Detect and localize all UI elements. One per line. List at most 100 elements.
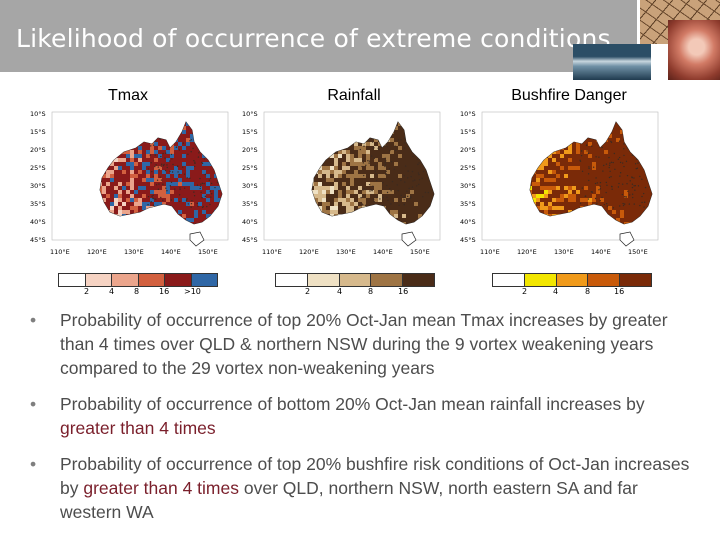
latitude-label: 20°S xyxy=(460,146,476,154)
bullet-bushfire: • Probability of occurrence of top 20% b… xyxy=(30,452,700,524)
latitude-label: 30°S xyxy=(242,182,258,190)
colorbar-swatch xyxy=(85,274,112,286)
longitude-label: 150°E xyxy=(410,248,430,256)
panel-label-tmax: Tmax xyxy=(108,87,148,104)
rainfall-cb-label: 16 xyxy=(398,287,409,296)
rainfall-map: 10°S 15°S 20°S 25°S 30°S 35°S 40°S 45°S 110°E 120… xyxy=(240,108,450,258)
bullet-text: over QLD, northern NSW, north eastern SA… xyxy=(60,478,638,522)
latitude-label: 35°S xyxy=(460,200,476,208)
latitude-label: 10°S xyxy=(30,110,46,118)
colorbar-swatch xyxy=(588,274,621,286)
bushfire-colorbar xyxy=(492,273,652,287)
rainfall-cb-label: 4 xyxy=(337,287,343,296)
colorbar-swatch xyxy=(339,274,372,286)
latitude-label: 20°S xyxy=(30,146,46,154)
bullet-text: Probability of occurrence of top 20% Oct… xyxy=(60,310,668,378)
colorbar-swatch xyxy=(112,274,139,286)
map-svg: 10°S 15°S 20°S 25°S 30°S 35°S 40°S 45°S 110°E 120… xyxy=(460,110,659,256)
latitude-label: 40°S xyxy=(30,218,46,226)
latitude-label: 25°S xyxy=(242,164,258,172)
bullet-tmax: • Probability of occurrence of top 20% O… xyxy=(30,308,700,380)
latitude-label: 45°S xyxy=(460,236,476,244)
bullet-highlight: greater than 4 times xyxy=(60,418,216,438)
colorbar-swatch xyxy=(524,274,557,286)
bushfire-cb-label: 2 xyxy=(522,287,528,296)
latitude-label: 30°S xyxy=(460,182,476,190)
colorbar-swatch xyxy=(371,274,404,286)
tmax-colorbar xyxy=(58,273,218,287)
latitude-label: 35°S xyxy=(242,200,258,208)
panel-label-rainfall: Rainfall xyxy=(327,87,381,104)
colorbar-swatch xyxy=(403,274,434,286)
longitude-label: 150°E xyxy=(198,248,218,256)
map-svg: 10°S 15°S 20°S 25°S 30°S 35°S 40°S 45°S 110°E 120… xyxy=(30,110,229,256)
longitude-label: 130°E xyxy=(336,248,356,256)
colorbar-swatch xyxy=(138,274,165,286)
longitude-label: 120°E xyxy=(517,248,537,256)
slide-title: Likelihood of occurrence of extreme cond… xyxy=(16,24,611,53)
latitude-label: 40°S xyxy=(460,218,476,226)
bullet-list: • Probability of occurrence of top 20% O… xyxy=(30,308,700,536)
bullet-marker: • xyxy=(30,310,37,330)
rainfall-cb-label: 2 xyxy=(305,287,311,296)
colorbar-swatch xyxy=(165,274,192,286)
tmax-cb-label: >10 xyxy=(184,287,201,296)
longitude-label: 130°E xyxy=(554,248,574,256)
title-bar: Likelihood of occurrence of extreme cond… xyxy=(0,0,637,72)
latitude-label: 45°S xyxy=(30,236,46,244)
fire-smoke-photo xyxy=(668,20,720,80)
colorbar-swatch xyxy=(620,274,651,286)
rainfall-colorbar xyxy=(275,273,435,287)
panel-label-bushfire: Bushfire Danger xyxy=(511,87,627,104)
latitude-label: 45°S xyxy=(242,236,258,244)
longitude-label: 110°E xyxy=(480,248,500,256)
tasmania-outline xyxy=(619,231,635,247)
latitude-label: 15°S xyxy=(30,128,46,136)
latitude-label: 40°S xyxy=(242,218,258,226)
longitude-label: 150°E xyxy=(628,248,648,256)
longitude-label: 120°E xyxy=(87,248,107,256)
latitude-label: 15°S xyxy=(460,128,476,136)
longitude-label: 110°E xyxy=(262,248,282,256)
bullet-text: Probability of occurrence of bottom 20% … xyxy=(60,394,645,414)
tmax-cb-label: 8 xyxy=(134,287,140,296)
bullet-marker: • xyxy=(30,394,37,414)
tmax-cb-label: 16 xyxy=(159,287,170,296)
bullet-marker: • xyxy=(30,454,37,474)
tmax-cb-label: 4 xyxy=(109,287,115,296)
tmax-map: 10°S 15°S 20°S 25°S 30°S 35°S 40°S 45°S 110°E 120… xyxy=(28,108,238,258)
colorbar-swatch xyxy=(276,274,308,286)
latitude-label: 35°S xyxy=(30,200,46,208)
longitude-label: 110°E xyxy=(50,248,70,256)
tasmania-outline xyxy=(189,231,205,247)
latitude-label: 10°S xyxy=(242,110,258,118)
rainfall-cb-label: 8 xyxy=(368,287,374,296)
bullet-rainfall: • Probability of occurrence of bottom 20… xyxy=(30,392,700,440)
latitude-label: 25°S xyxy=(460,164,476,172)
tasmania-outline xyxy=(401,231,417,247)
colorbar-swatch xyxy=(307,274,340,286)
latitude-label: 25°S xyxy=(30,164,46,172)
latitude-label: 15°S xyxy=(242,128,258,136)
tmax-cb-label: 2 xyxy=(84,287,90,296)
longitude-label: 140°E xyxy=(373,248,393,256)
colorbar-swatch xyxy=(59,274,86,286)
bushfire-cb-label: 4 xyxy=(553,287,559,296)
colorbar-swatch xyxy=(191,274,217,286)
longitude-label: 140°E xyxy=(591,248,611,256)
longitude-label: 130°E xyxy=(124,248,144,256)
latitude-label: 30°S xyxy=(30,182,46,190)
longitude-label: 140°E xyxy=(161,248,181,256)
longitude-label: 120°E xyxy=(299,248,319,256)
latitude-label: 10°S xyxy=(460,110,476,118)
bushfire-cb-label: 8 xyxy=(585,287,591,296)
bullet-highlight: greater than 4 times xyxy=(83,478,239,498)
map-svg: 10°S 15°S 20°S 25°S 30°S 35°S 40°S 45°S 110°E 120… xyxy=(242,110,441,256)
latitude-label: 20°S xyxy=(242,146,258,154)
bushfire-map: 10°S 15°S 20°S 25°S 30°S 35°S 40°S 45°S 110°E 120… xyxy=(458,108,668,258)
colorbar-swatch xyxy=(556,274,589,286)
bullet-text: Probability of occurrence of top 20% bus… xyxy=(60,454,690,498)
colorbar-swatch xyxy=(493,274,525,286)
stormy-sea-photo xyxy=(573,44,651,80)
bushfire-cb-label: 16 xyxy=(614,287,625,296)
